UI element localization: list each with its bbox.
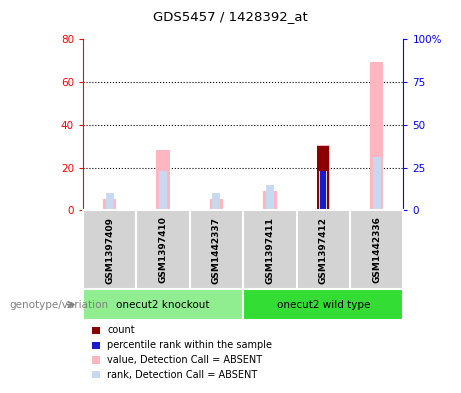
Text: onecut2 wild type: onecut2 wild type: [277, 299, 370, 310]
Text: value, Detection Call = ABSENT: value, Detection Call = ABSENT: [107, 355, 262, 365]
Bar: [210, 198, 223, 210]
Bar: [318, 146, 329, 210]
Text: GSM1397409: GSM1397409: [105, 217, 114, 283]
Bar: [372, 157, 381, 210]
Text: genotype/variation: genotype/variation: [9, 299, 108, 310]
Text: onecut2 knockout: onecut2 knockout: [116, 299, 210, 310]
Text: GSM1397412: GSM1397412: [319, 217, 328, 283]
Bar: [156, 151, 170, 210]
Text: GSM1397410: GSM1397410: [159, 217, 168, 283]
Bar: [317, 145, 330, 210]
Text: GSM1442337: GSM1442337: [212, 217, 221, 283]
Bar: [263, 191, 277, 210]
Bar: [266, 185, 274, 210]
Text: percentile rank within the sample: percentile rank within the sample: [107, 340, 272, 350]
Text: GSM1442336: GSM1442336: [372, 217, 381, 283]
Bar: [103, 198, 116, 210]
Bar: [106, 193, 114, 210]
Bar: [370, 62, 384, 210]
Text: rank, Detection Call = ABSENT: rank, Detection Call = ABSENT: [107, 370, 258, 380]
Bar: [83, 289, 243, 320]
Bar: [243, 289, 403, 320]
Bar: [159, 171, 167, 210]
Text: count: count: [107, 325, 135, 335]
Text: GSM1397411: GSM1397411: [266, 217, 274, 283]
Bar: [213, 193, 220, 210]
Bar: [319, 171, 327, 210]
Text: GDS5457 / 1428392_at: GDS5457 / 1428392_at: [153, 10, 308, 23]
Bar: [320, 171, 326, 210]
